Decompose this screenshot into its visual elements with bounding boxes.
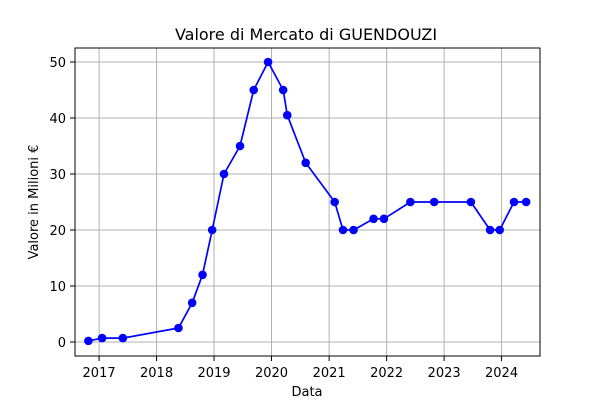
x-tick-label: 2017	[83, 366, 116, 381]
data-point	[495, 225, 504, 235]
data-point	[466, 197, 476, 207]
y-tick-label: 40	[49, 112, 66, 127]
chart-title: Valore di Mercato di GUENDOUZI	[175, 25, 437, 44]
x-tick-label: 2020	[255, 366, 288, 381]
x-tick-label: 2018	[140, 366, 173, 381]
y-tick-label: 30	[49, 168, 66, 183]
data-point	[263, 57, 273, 67]
data-point	[118, 333, 128, 343]
data-point	[301, 158, 310, 168]
data-point	[406, 197, 415, 207]
data-point	[509, 197, 519, 207]
data-point	[198, 270, 207, 280]
x-tick-label: 2022	[370, 366, 403, 381]
data-point	[278, 85, 288, 95]
data-points	[84, 57, 531, 346]
y-tick-label: 0	[58, 336, 66, 351]
y-axis-ticks: 0 10 20 30 40 50	[49, 56, 75, 351]
series-line-layer	[88, 61, 527, 342]
data-point	[84, 336, 93, 346]
data-point	[282, 110, 292, 120]
data-point	[97, 333, 107, 343]
x-tick-label: 2024	[485, 366, 518, 381]
grid	[75, 48, 540, 356]
data-point	[249, 85, 259, 95]
x-tick-label: 2019	[197, 366, 230, 381]
data-point	[330, 197, 339, 207]
x-axis-ticks: 2017 2018 2019 2020 2021 2022 2023 2024	[83, 356, 518, 381]
data-point	[521, 197, 531, 207]
plot-frame	[74, 47, 541, 357]
data-point	[369, 214, 378, 224]
data-point	[235, 141, 245, 151]
data-point	[187, 298, 197, 308]
data-point	[207, 225, 217, 235]
y-tick-label: 20	[49, 224, 66, 239]
data-point	[429, 197, 439, 207]
y-axis-title: Valore in Milioni €	[27, 145, 42, 260]
data-point	[379, 214, 389, 224]
x-tick-label: 2021	[313, 366, 346, 381]
data-point	[349, 225, 358, 235]
x-tick-label: 2023	[428, 366, 461, 381]
y-tick-label: 50	[49, 56, 66, 71]
data-point	[485, 225, 495, 235]
y-tick-label: 10	[49, 280, 66, 295]
x-axis-title: Data	[291, 385, 322, 400]
data-point	[338, 225, 348, 235]
data-point	[219, 169, 229, 179]
series-line	[88, 61, 527, 342]
data-point	[174, 323, 183, 333]
